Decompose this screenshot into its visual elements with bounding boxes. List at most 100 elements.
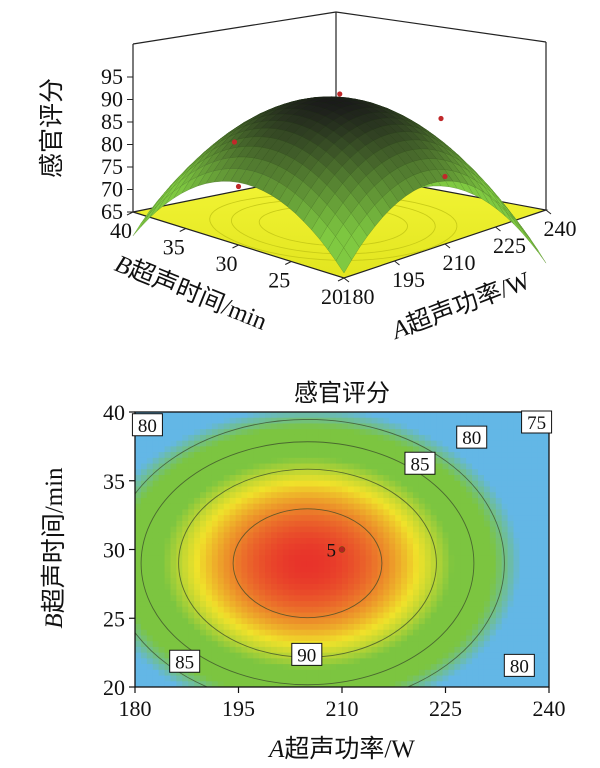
heatmap-cell — [525, 589, 532, 596]
contour-label-box — [404, 451, 436, 475]
heatmap-cell — [288, 589, 296, 596]
heatmap-cell — [430, 509, 438, 516]
heatmap-cell — [336, 618, 343, 625]
heatmap-cell — [288, 434, 296, 442]
heatmap-cell — [135, 658, 142, 665]
heatmap-cell — [495, 475, 503, 482]
heatmap-cell — [188, 629, 195, 637]
heatmap-cell — [200, 463, 207, 470]
contour-label: 80 — [138, 416, 157, 437]
heatmap-cell — [507, 452, 515, 459]
heatmap-cell — [436, 492, 444, 499]
heatmap-cell — [288, 572, 296, 579]
heatmap-cell — [353, 417, 361, 425]
heatmap-cell — [483, 475, 491, 482]
heatmap-cell — [501, 452, 509, 459]
heatmap-cell — [235, 475, 243, 482]
heatmap-cell — [401, 440, 408, 447]
heatmap-cell — [389, 509, 396, 516]
heatmap-cell — [306, 475, 314, 482]
heatmap-cell — [507, 486, 515, 493]
heatmap-cell — [495, 606, 503, 614]
heatmap-cell — [217, 480, 225, 488]
heatmap-cell — [259, 463, 266, 470]
heatmap-cell — [200, 669, 207, 677]
heatmap-cell — [537, 520, 544, 528]
heatmap-cell — [377, 423, 384, 430]
heatmap-cell — [282, 658, 290, 665]
heatmap-cell — [235, 664, 243, 671]
heatmap-cell — [135, 641, 142, 648]
heatmap-cell — [531, 606, 538, 614]
heatmap-cell — [158, 566, 166, 574]
heatmap-cell — [288, 601, 296, 608]
heatmap-cell — [300, 566, 308, 574]
heatmap-cell — [401, 601, 408, 608]
heatmap-cell — [152, 434, 160, 442]
heatmap-cell — [395, 452, 402, 459]
heatmap-cell — [442, 497, 450, 505]
heatmap-cell — [247, 463, 254, 470]
heatmap-cell — [241, 595, 248, 602]
heatmap-cell — [235, 589, 243, 596]
heatmap-cell — [194, 601, 201, 608]
heatmap-cell — [495, 578, 503, 585]
contour-label-box — [169, 649, 201, 673]
heatmap-cell — [383, 601, 390, 608]
heatmap-cell — [383, 572, 390, 579]
heatmap-cell — [194, 549, 201, 556]
heatmap-cell — [489, 560, 497, 568]
heatmap-cell — [377, 429, 384, 436]
heatmap-cell — [353, 520, 361, 528]
heatmap-cell — [294, 549, 302, 556]
heatmap-cell — [489, 434, 497, 442]
heatmap-cell — [519, 515, 526, 522]
heatmap-cell — [247, 623, 254, 631]
heatmap-cell — [200, 520, 207, 528]
heatmap-cell — [365, 681, 373, 687]
heatmap-cell — [501, 629, 509, 637]
heatmap-cell — [407, 480, 414, 488]
heatmap-cell — [513, 515, 521, 522]
heatmap-cell — [507, 475, 515, 482]
heatmap-cell — [531, 457, 538, 465]
heatmap-cell — [253, 583, 260, 591]
heatmap-cell — [318, 664, 325, 671]
heatmap-cell — [483, 681, 491, 687]
heatmap-cell — [513, 440, 521, 447]
heatmap-cell — [489, 612, 497, 619]
heatmap-cell — [288, 446, 296, 453]
heatmap-cell — [176, 434, 183, 442]
heatmap-cell — [294, 635, 302, 642]
heatmap-cell — [330, 675, 337, 682]
heatmap-cell — [259, 412, 266, 419]
heatmap-cell — [176, 480, 183, 488]
heatmap-cell — [241, 486, 248, 493]
heatmap-cell — [211, 520, 219, 528]
heatmap-cell — [537, 669, 544, 677]
heatmap-cell — [454, 515, 461, 522]
heatmap-cell — [229, 652, 237, 659]
heatmap-cell — [347, 480, 355, 488]
heatmap-cell — [176, 509, 183, 516]
heatmap-cell — [241, 612, 248, 619]
heatmap-cell — [478, 583, 485, 591]
heatmap-cell — [478, 532, 485, 539]
heatmap-cell — [235, 417, 243, 425]
heatmap-cell — [353, 641, 361, 648]
heatmap-cell — [140, 515, 148, 522]
heatmap-cell — [424, 509, 432, 516]
heatmap-cell — [300, 452, 308, 459]
heatmap-cell — [164, 503, 172, 510]
heatmap-cell — [383, 417, 390, 425]
heatmap-cell — [241, 457, 248, 465]
heatmap-cell — [170, 452, 177, 459]
heatmap-cell — [288, 635, 296, 642]
heatmap-cell — [430, 423, 438, 430]
heatmap-cell — [513, 532, 521, 539]
heatmap-cell — [211, 669, 219, 677]
heatmap-cell — [223, 629, 231, 637]
heatmap-cell — [460, 520, 467, 528]
heatmap-cell — [442, 658, 450, 665]
